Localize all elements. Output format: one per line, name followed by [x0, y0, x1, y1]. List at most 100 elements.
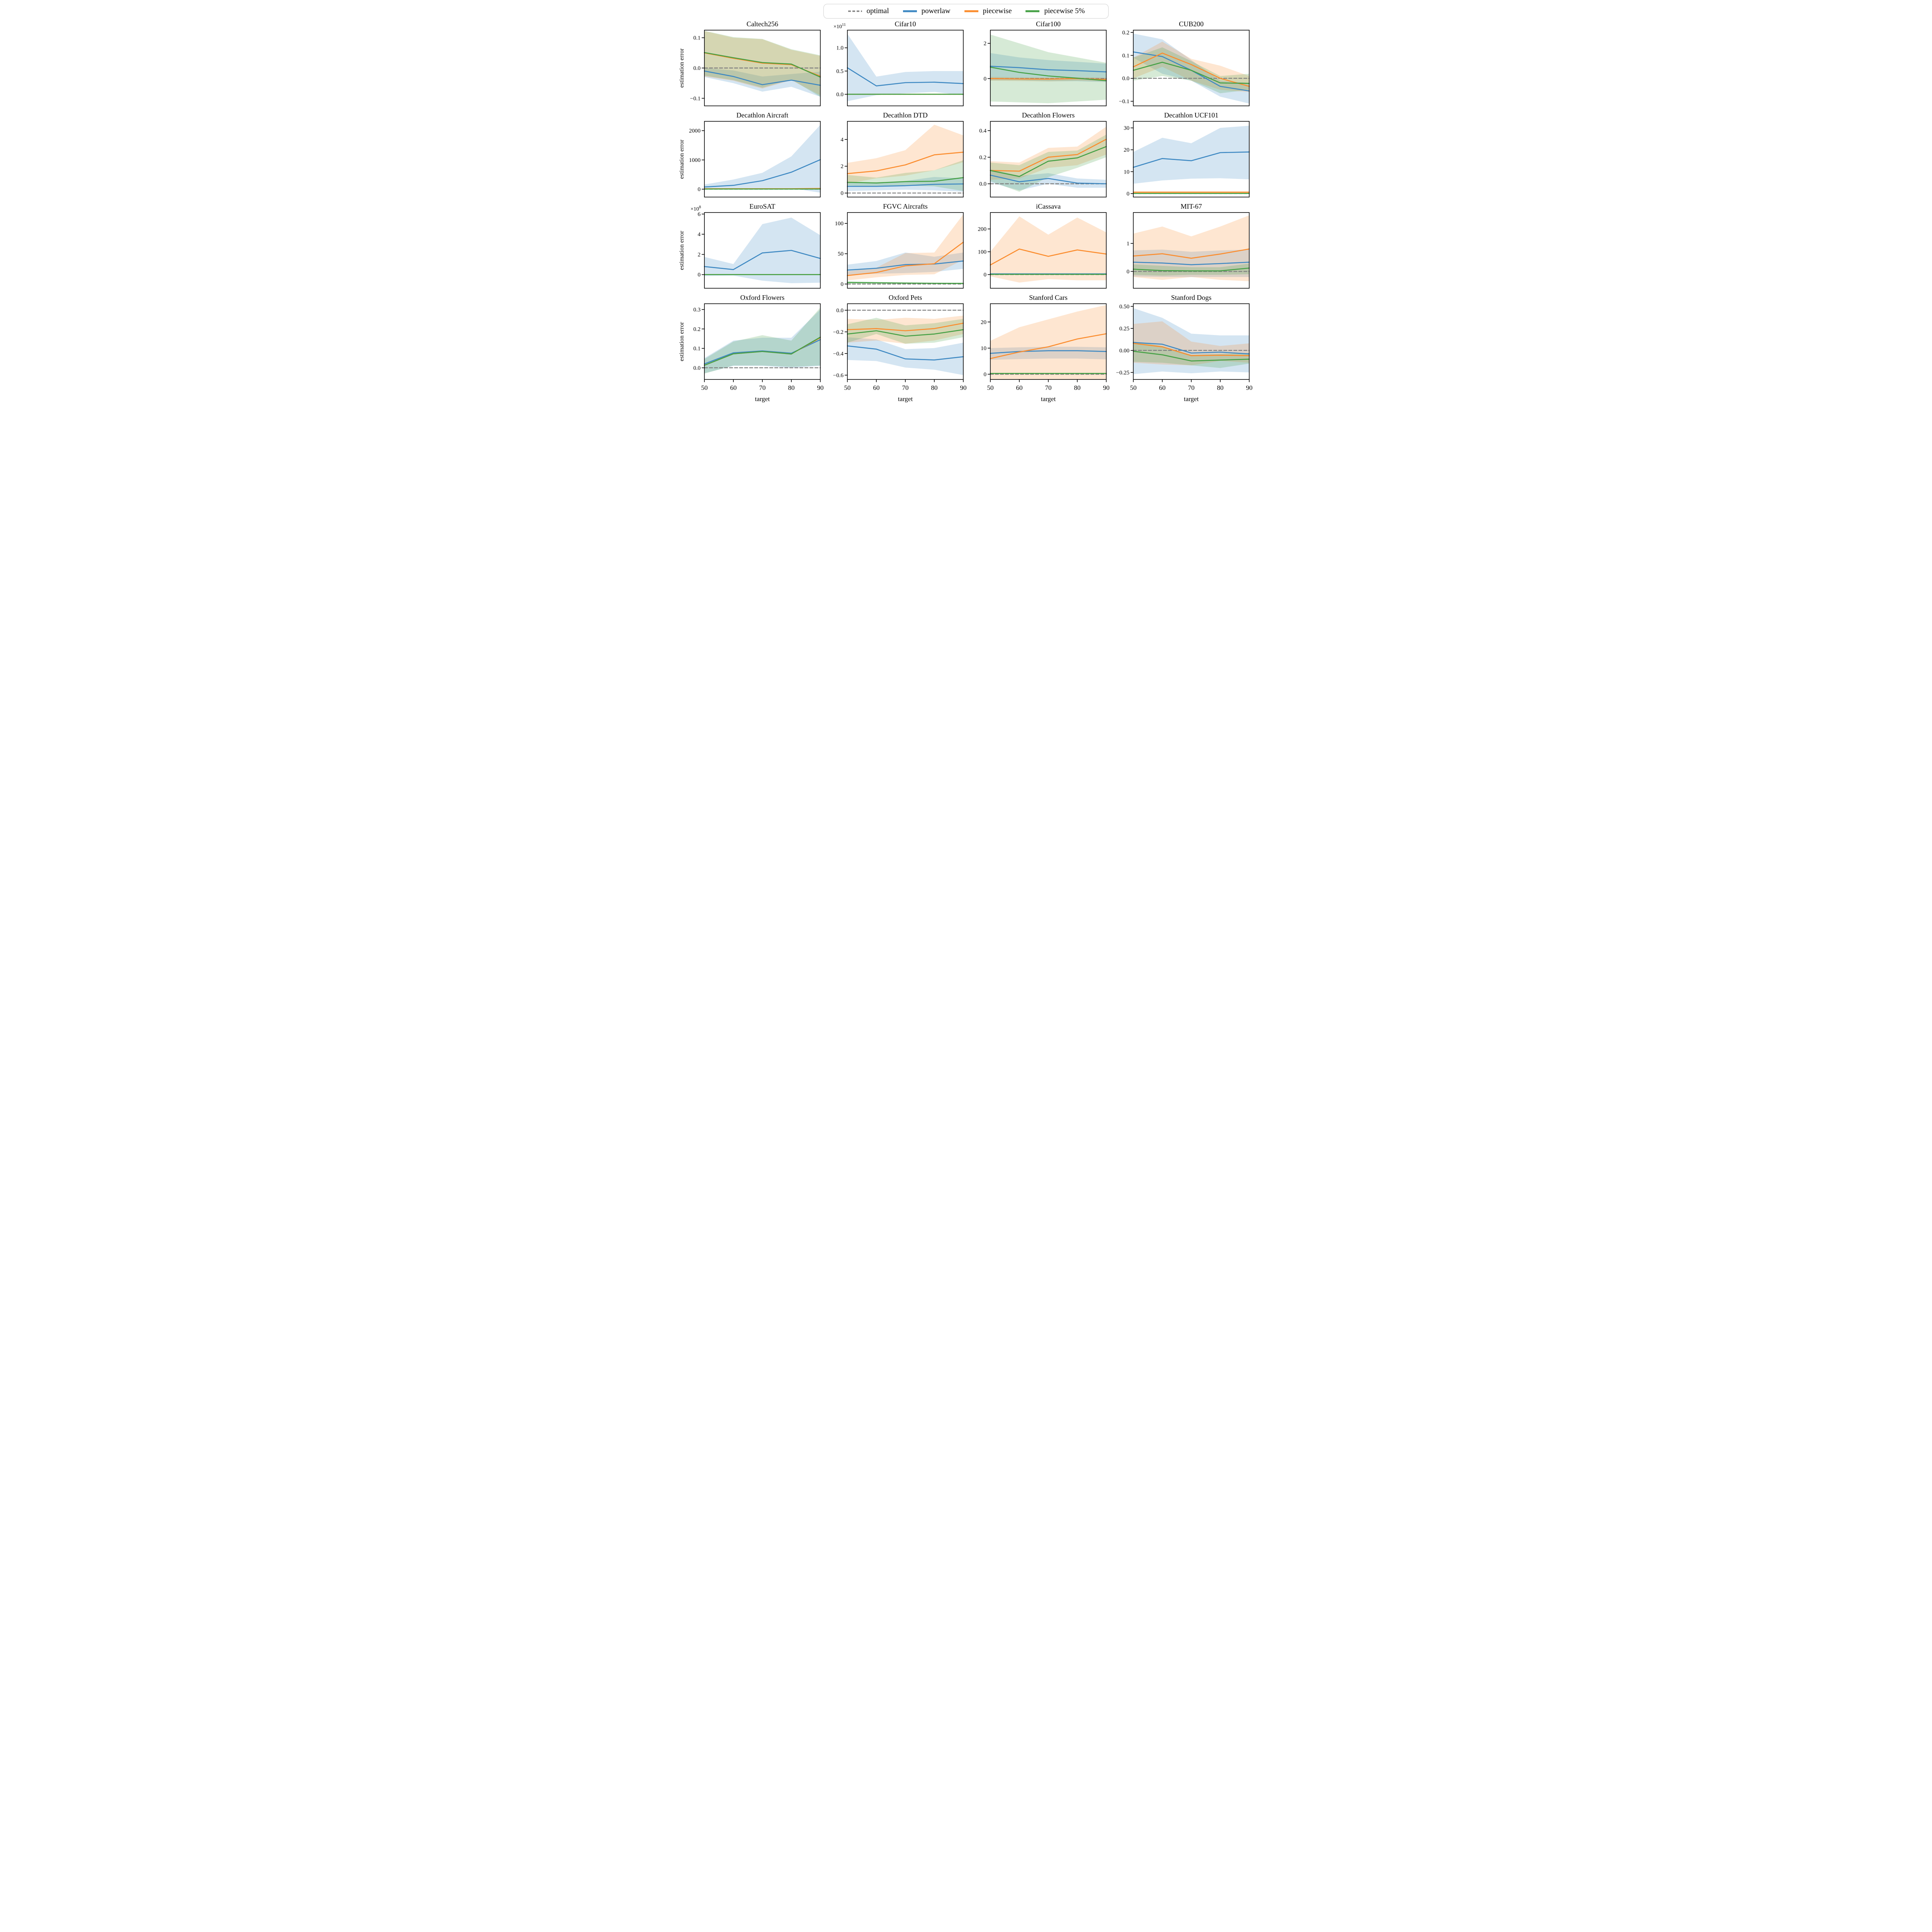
chart-canvas: 0 2 4 Decathlon DTD — [841, 111, 964, 197]
line-piecewise-5- — [847, 177, 964, 184]
x-axis-label: target — [755, 395, 770, 403]
plot-border — [990, 30, 1107, 106]
y-tick-label: −0.1 — [690, 95, 701, 102]
subplot-title: MIT-67 — [1180, 202, 1202, 210]
line-piecewise — [847, 151, 964, 174]
y-tick-label: −0.6 — [833, 372, 844, 379]
y-tick-label: −0.1 — [1119, 99, 1129, 105]
y-tick-label: 20 — [981, 319, 986, 325]
y-tick-label: 6 — [698, 211, 701, 218]
y-tick-label: 2000 — [689, 128, 701, 134]
y-tick-label: 0.2 — [979, 155, 986, 161]
chart-canvas: 0 10 20 30 Decathlon UCF101 — [1124, 111, 1250, 197]
y-tick-label: 2 — [984, 41, 987, 47]
x-tick-label: 50 — [1130, 384, 1137, 391]
y-tick-label: 0 — [698, 187, 701, 193]
subplot-eurosat: 0 2 4 6 EuroSAT ×108 estimation error — [678, 202, 825, 293]
plot-border — [990, 121, 1107, 197]
line-piecewise-5- — [847, 329, 964, 337]
subplot-title: iCassava — [1036, 202, 1061, 210]
x-tick-label: 60 — [730, 384, 737, 391]
subplot-decathlon-flowers: 0.0 0.2 0.4 Decathlon Flowers — [972, 111, 1111, 202]
subplot-title: Cifar100 — [1036, 20, 1061, 28]
y-tick-label: 0.0 — [1122, 76, 1129, 82]
subplot-stanford-dogs: −0.25 0.00 0.25 0.50 50 60 70 80 90 target Stanfor… — [1115, 294, 1254, 409]
chart-canvas: 0 50 100 FGVC Aircrafts — [835, 202, 964, 289]
band-piecewise — [990, 305, 1106, 379]
band-piecewise — [1133, 215, 1249, 281]
line-piecewise-5- — [990, 66, 1107, 82]
plot-border — [990, 212, 1107, 289]
legend-label-powerlaw: powerlaw — [921, 7, 951, 15]
subplot-decathlon-ucf101: 0 10 20 30 Decathlon UCF101 — [1115, 111, 1254, 202]
subplot-title: Decathlon UCF101 — [1164, 111, 1218, 119]
y-tick-label: 0 — [698, 272, 701, 278]
x-tick-label: 70 — [1188, 384, 1195, 391]
subplot-cifar100: 0 2 Cifar100 — [972, 20, 1111, 111]
plot-border — [1133, 212, 1250, 289]
band-piecewise-5- — [1133, 264, 1249, 276]
x-tick-label: 80 — [788, 384, 795, 391]
chart-canvas: 0 10 20 50 60 70 80 90 target Stanford Cars — [981, 294, 1110, 403]
subplot-cub200: −0.1 0.0 0.1 0.2 CUB200 — [1115, 20, 1254, 111]
line-piecewise-5- — [1133, 61, 1250, 84]
line-piecewise-5- — [704, 337, 821, 366]
line-powerlaw — [847, 260, 964, 271]
band-powerlaw — [1133, 308, 1249, 374]
band-piecewise — [990, 126, 1106, 180]
band-piecewise — [847, 124, 963, 184]
subplot-mit-67: 0 1 MIT-67 — [1115, 202, 1254, 293]
legend-label-optimal: optimal — [866, 7, 889, 15]
line-powerlaw — [1133, 262, 1250, 265]
y-tick-label: 0 — [1127, 269, 1130, 275]
subplot-oxford-pets: −0.6 −0.4 −0.2 0.0 50 60 70 80 90 target Oxford Pe… — [829, 294, 968, 409]
line-piecewise-5- — [1133, 350, 1250, 362]
subplot-title: EuroSAT — [750, 202, 776, 210]
y-tick-label: 4 — [698, 231, 701, 238]
y-axis-label: estimation error — [679, 48, 685, 87]
subplot-decathlon-dtd: 0 2 4 Decathlon DTD — [829, 111, 968, 202]
y-axis-label: estimation error — [679, 321, 685, 361]
band-piecewise — [847, 315, 963, 344]
x-axis-label: target — [898, 395, 913, 403]
x-tick-label: 90 — [1103, 384, 1110, 391]
subplot-title: Stanford Cars — [1029, 294, 1067, 301]
subplot-oxford-flowers: 0.0 0.1 0.2 0.3 50 60 70 80 90 target Oxford Flowe… — [678, 294, 825, 409]
chart-canvas: 0 2 Cifar100 — [984, 20, 1107, 106]
line-powerlaw — [704, 70, 821, 86]
axis-offset-label: ×108 — [690, 205, 701, 212]
subplot-title: Cifar10 — [895, 20, 916, 28]
y-tick-label: 10 — [981, 345, 986, 352]
subplot-title: Decathlon Flowers — [1022, 111, 1075, 119]
line-powerlaw — [847, 67, 964, 87]
line-piecewise — [1133, 248, 1250, 259]
x-tick-label: 80 — [1074, 384, 1081, 391]
y-tick-label: 0 — [841, 281, 844, 287]
y-tick-label: −0.4 — [833, 351, 844, 357]
y-tick-label: 100 — [978, 249, 987, 255]
band-powerlaw — [990, 347, 1106, 360]
line-piecewise — [847, 242, 964, 276]
chart-canvas: −0.1 0.0 0.1 0.2 CUB200 — [1119, 20, 1250, 106]
line-piecewise — [990, 248, 1107, 266]
chart-canvas: 0.0 0.2 0.4 Decathlon Flowers — [979, 111, 1107, 197]
y-tick-label: 1 — [1127, 241, 1130, 247]
y-tick-label: 20 — [1124, 147, 1129, 153]
subplot-title: Decathlon DTD — [883, 111, 927, 119]
y-tick-label: 0.0 — [693, 365, 701, 371]
y-tick-label: 0.00 — [1119, 348, 1129, 354]
line-swatch-icon — [1026, 10, 1040, 12]
y-tick-label: 10 — [1124, 169, 1129, 175]
y-tick-label: 50 — [838, 251, 844, 257]
chart-canvas: 0 1000 2000 Decathlon Aircraft estimation er… — [679, 111, 821, 197]
line-piecewise-5- — [990, 146, 1107, 177]
legend-item-piecewise5: piecewise 5% — [1025, 7, 1085, 15]
y-tick-label: 0 — [984, 76, 987, 82]
band-powerlaw — [704, 218, 820, 283]
legend-label-piecewise: piecewise — [983, 7, 1012, 15]
line-piecewise-5- — [1133, 267, 1250, 272]
x-tick-label: 70 — [1045, 384, 1052, 391]
band-powerlaw — [704, 125, 820, 193]
legend-label-piecewise5: piecewise 5% — [1044, 7, 1085, 15]
subplot-title: Oxford Flowers — [740, 294, 785, 301]
